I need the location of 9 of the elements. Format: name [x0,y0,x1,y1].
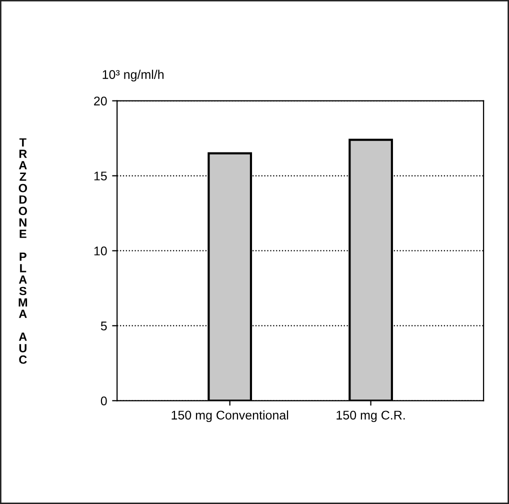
y-tick-label: 10 [94,246,107,256]
chart-subtitle: 10³ ng/ml/h [102,70,164,82]
text: TRAZODONE PLASMA AUC [18,138,28,364]
x-tick-label: 150 mg C.R. [336,410,405,422]
y-tick-label: 5 [100,322,107,330]
y-tick-label: 0 [100,396,107,406]
y-tick-label: 20 [94,96,107,106]
y-tick-label: 15 [94,172,107,180]
x-tick-label: 150 mg Conventional [172,410,288,422]
